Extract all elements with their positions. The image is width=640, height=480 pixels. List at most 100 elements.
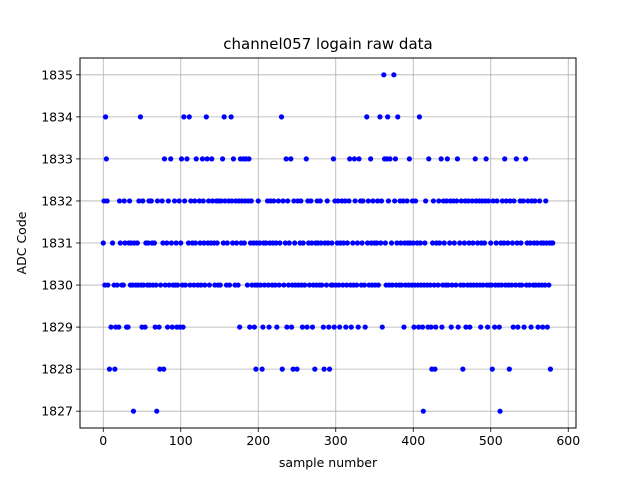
- x-axis-ticks: 0 100 200 300 400 500 600: [99, 428, 580, 448]
- y-tick-label: 1827: [41, 404, 73, 419]
- data-point: [401, 324, 407, 330]
- data-point: [354, 240, 361, 246]
- data-point: [253, 366, 259, 372]
- data-point: [370, 198, 376, 204]
- data-point: [259, 366, 265, 372]
- data-point: [299, 324, 306, 330]
- data-point: [356, 156, 362, 162]
- data-point: [137, 114, 144, 120]
- data-point: [382, 240, 388, 246]
- data-point: [499, 282, 505, 288]
- data-point: [156, 324, 162, 330]
- data-point: [193, 156, 199, 162]
- data-point: [410, 240, 416, 246]
- data-point: [346, 198, 352, 204]
- y-tick-label: 1831: [41, 236, 73, 251]
- data-point: [288, 156, 294, 162]
- data-point: [485, 198, 492, 204]
- data-point: [483, 156, 489, 162]
- data-point: [379, 324, 385, 330]
- data-point: [532, 198, 538, 204]
- data-point: [182, 198, 188, 204]
- data-point: [306, 282, 312, 288]
- data-point: [503, 198, 509, 204]
- data-point: [275, 198, 281, 204]
- data-point: [114, 282, 120, 288]
- data-point: [185, 240, 192, 246]
- data-point: [220, 240, 226, 246]
- data-point: [485, 324, 491, 330]
- data-point: [192, 240, 199, 246]
- y-tick-label: 1832: [41, 193, 73, 208]
- data-point: [400, 198, 406, 204]
- data-point: [278, 114, 285, 120]
- data-point: [294, 366, 300, 372]
- data-point: [493, 240, 499, 246]
- data-point: [186, 114, 192, 120]
- data-point: [443, 198, 450, 204]
- data-point: [244, 282, 250, 288]
- x-axis-label: sample number: [279, 455, 378, 470]
- data-point: [430, 198, 436, 204]
- data-point: [173, 240, 179, 246]
- data-point: [521, 324, 527, 330]
- data-point: [302, 282, 308, 288]
- data-point: [438, 156, 444, 162]
- data-point: [342, 198, 348, 204]
- data-point: [506, 366, 512, 372]
- data-point: [116, 198, 123, 204]
- data-point: [160, 240, 166, 246]
- data-point: [451, 240, 457, 246]
- data-point: [266, 324, 272, 330]
- data-point: [117, 240, 123, 246]
- data-point: [204, 156, 210, 162]
- data-point: [304, 324, 310, 330]
- data-point: [176, 198, 182, 204]
- data-point: [102, 114, 109, 120]
- y-axis-ticks: 1827 1828 1829 1830 1831 1832 1833 1834 1835: [41, 67, 80, 419]
- y-axis-label: ADC Code: [14, 211, 29, 274]
- data-point: [535, 324, 541, 330]
- data-point: [125, 324, 131, 330]
- data-point: [509, 282, 515, 288]
- data-point: [347, 156, 353, 162]
- data-point: [445, 282, 451, 288]
- data-point: [472, 156, 478, 162]
- data-point: [343, 324, 349, 330]
- data-point: [340, 240, 347, 246]
- data-point: [351, 156, 357, 162]
- data-point: [319, 282, 325, 288]
- data-point: [525, 198, 531, 204]
- data-point: [404, 198, 410, 204]
- data-point: [326, 366, 333, 372]
- data-point: [168, 156, 174, 162]
- data-point: [120, 282, 126, 288]
- y-tick-label: 1830: [41, 278, 73, 293]
- data-point: [196, 198, 202, 204]
- data-point: [416, 114, 423, 120]
- x-tick-label: 200: [246, 433, 270, 448]
- data-point: [206, 282, 213, 288]
- data-point: [127, 198, 133, 204]
- data-point: [263, 240, 269, 246]
- data-point: [523, 156, 529, 162]
- data-point: [355, 324, 361, 330]
- data-point: [233, 240, 240, 246]
- data-point: [166, 282, 172, 288]
- data-point: [518, 240, 524, 246]
- data-point: [329, 240, 335, 246]
- data-point: [412, 198, 419, 204]
- data-point: [348, 324, 354, 330]
- data-point: [230, 240, 236, 246]
- data-point: [331, 324, 337, 330]
- x-tick-label: 400: [401, 433, 425, 448]
- data-point: [251, 324, 257, 330]
- data-point: [100, 240, 106, 246]
- data-point: [164, 240, 170, 246]
- data-point: [109, 240, 116, 246]
- data-point: [448, 324, 454, 330]
- data-point: [444, 156, 450, 162]
- data-point: [220, 156, 226, 162]
- data-point: [449, 282, 455, 288]
